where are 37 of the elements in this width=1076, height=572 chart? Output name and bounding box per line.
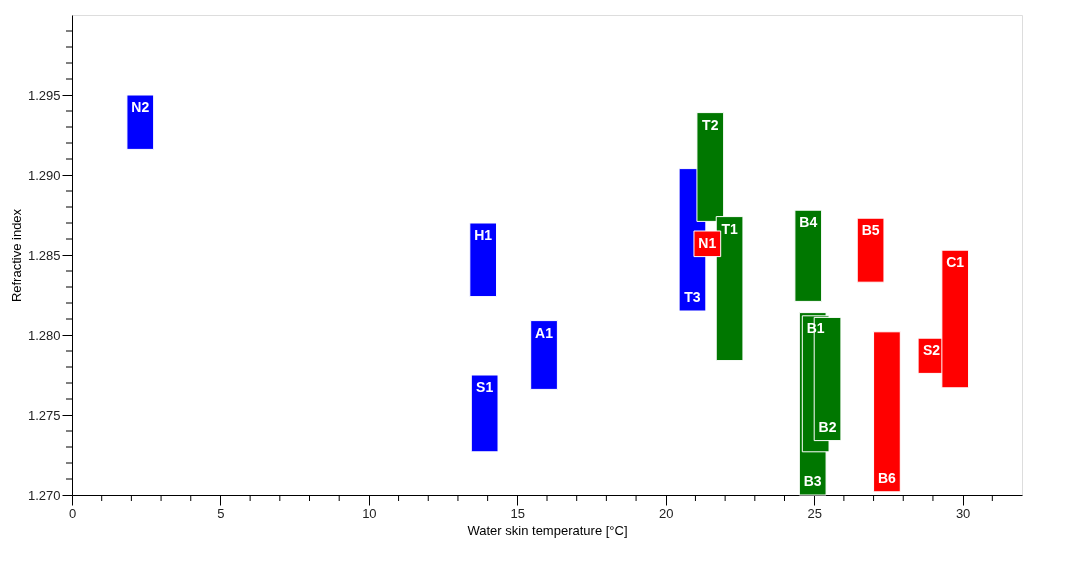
bar (794, 209, 823, 302)
y-tick-label: 1.295 (27, 87, 61, 103)
y-tick-label: 1.280 (27, 327, 61, 343)
x-tick-label: 20 (659, 505, 674, 521)
annotation: C1 (946, 254, 965, 271)
y-tick-label: 1.285 (27, 247, 61, 263)
annotation: T3 (684, 289, 701, 305)
annotation: B6 (877, 469, 897, 486)
annotation: N1 (698, 235, 717, 251)
y-tick-label: 1.270 (27, 487, 61, 503)
bar (856, 217, 885, 283)
annotation: T2 (702, 116, 719, 133)
x-tick-label: 10 (362, 505, 377, 521)
x-axis-title: Water skin temperature [°C] (467, 522, 628, 538)
y-axis-title: Refractive index (8, 208, 24, 303)
annotation: B4 (799, 214, 818, 231)
annotation: B3 (803, 473, 822, 489)
y-tick-label: 1.290 (27, 167, 61, 183)
x-tick-label: 25 (807, 505, 822, 521)
x-tick-label: 5 (217, 505, 225, 521)
annotation: S1 (476, 379, 494, 395)
x-tick-label: 30 (955, 505, 971, 521)
y-tick-label: 1.275 (27, 407, 61, 423)
bar (470, 374, 499, 453)
annotation: B2 (818, 418, 837, 435)
annotation: S2 (922, 342, 941, 359)
bar (530, 320, 558, 390)
annotation: H1 (474, 227, 493, 243)
bar (873, 331, 901, 493)
x-tick-label: 0 (68, 505, 77, 521)
annotation: T1 (721, 220, 738, 237)
annotation: B5 (861, 222, 880, 239)
annotation: N2 (131, 99, 150, 115)
bar (126, 94, 155, 150)
bar (469, 222, 498, 298)
x-tick-label: 15 (510, 505, 526, 521)
annotation: A1 (535, 324, 554, 341)
